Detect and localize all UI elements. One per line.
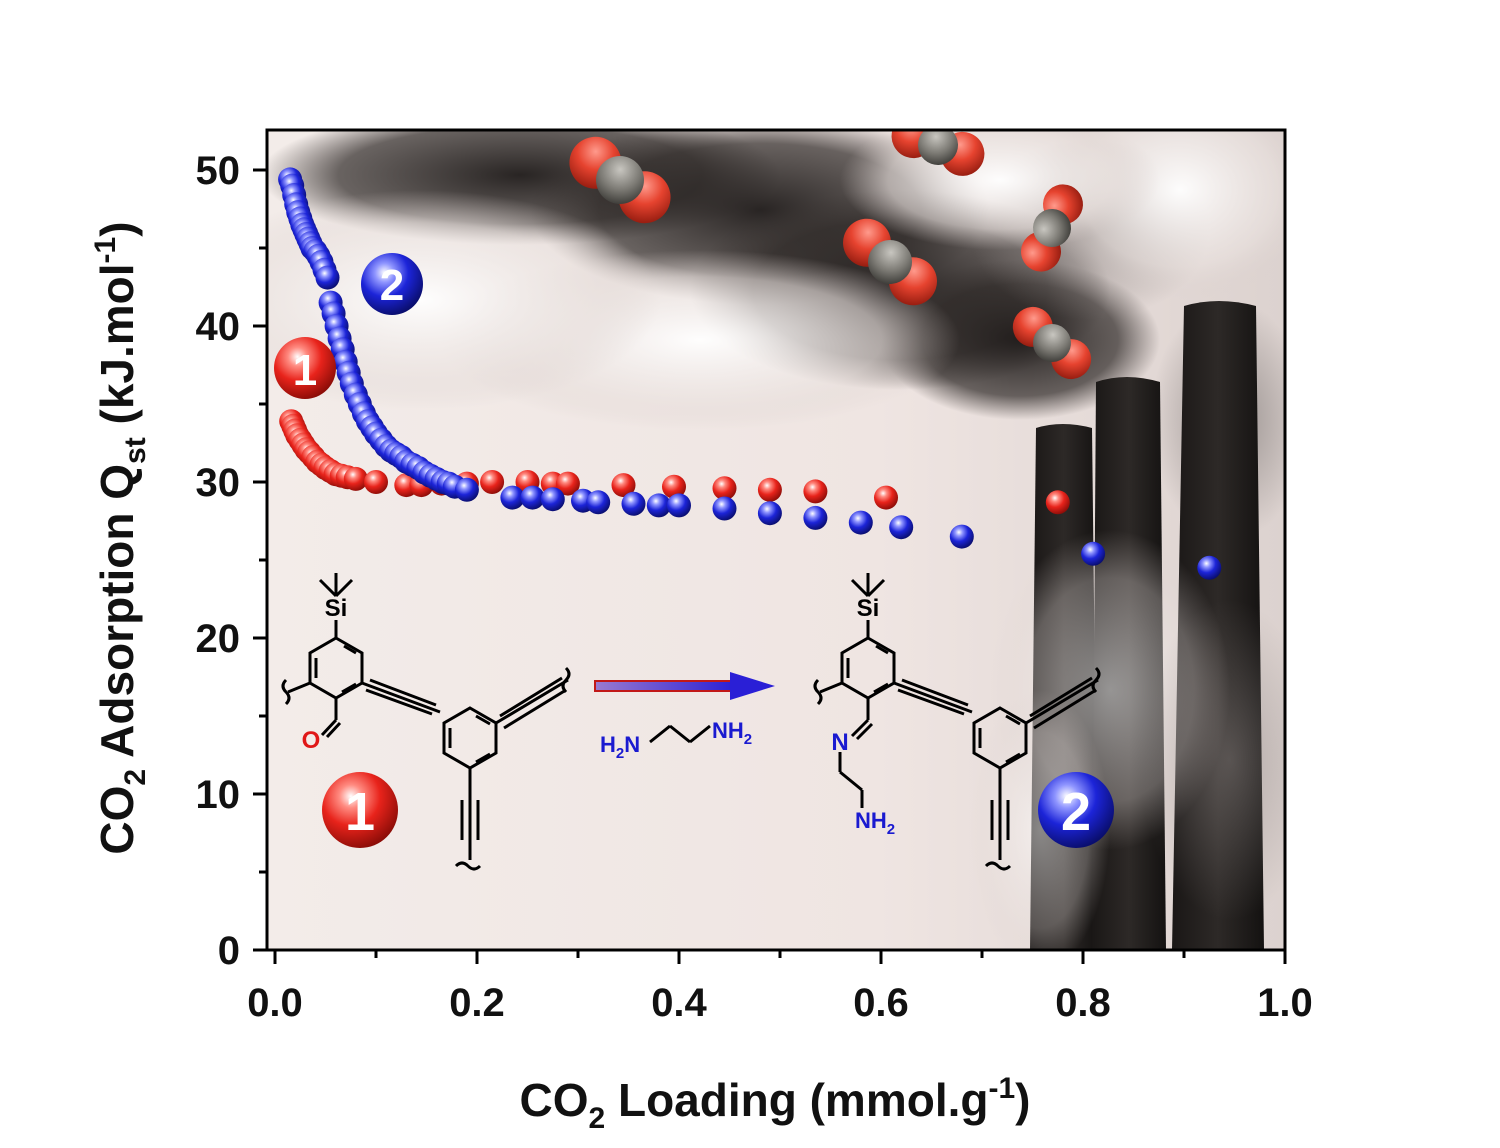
structure-aldehyde-polymer bbox=[281, 573, 571, 871]
si-label: Si bbox=[325, 595, 348, 622]
series-2-point bbox=[621, 491, 646, 516]
x-tick-label: 0.4 bbox=[651, 981, 707, 1025]
series-2-point bbox=[712, 496, 737, 521]
x-tick-label: 1.0 bbox=[1257, 981, 1313, 1025]
series-2-point bbox=[315, 265, 340, 290]
series-1-point bbox=[555, 471, 580, 496]
series-2-point bbox=[848, 510, 873, 535]
axis-ticks bbox=[253, 168, 1287, 964]
co2-molecule-icon bbox=[569, 136, 671, 224]
y-tick-label: 50 bbox=[196, 149, 241, 193]
svg-text:1: 1 bbox=[293, 346, 317, 395]
series-2-point bbox=[646, 493, 671, 518]
series-2-point bbox=[454, 477, 479, 502]
series-2-point bbox=[1197, 555, 1222, 580]
amine-label: NH2 bbox=[855, 808, 895, 838]
nitrogen-label: N bbox=[831, 729, 848, 756]
x-tick-label: 0.6 bbox=[853, 981, 909, 1025]
series-2-point bbox=[540, 487, 565, 512]
y-axis-label: CO2 Adsorption Qst (kJ.mol-1) bbox=[89, 221, 152, 854]
series-2-point bbox=[803, 505, 828, 530]
x-tick-labels: 0.0 0.2 0.4 0.6 0.8 1.0 bbox=[247, 981, 1313, 1025]
x-tick-label: 0.8 bbox=[1055, 981, 1111, 1025]
compound-1-badge: 1 bbox=[322, 772, 398, 848]
series-2-badge: 2 bbox=[361, 253, 423, 315]
series-1-point bbox=[480, 470, 505, 494]
co2-molecule-icon bbox=[1012, 306, 1092, 380]
series-2-point bbox=[667, 493, 691, 518]
co2-molecule-icon bbox=[843, 218, 937, 306]
series-1-point bbox=[803, 479, 828, 504]
series-1-point bbox=[611, 473, 636, 498]
series-2-point bbox=[889, 515, 914, 540]
oxygen-label: O bbox=[302, 727, 321, 754]
reaction-arrow bbox=[594, 672, 775, 700]
si-label: Si bbox=[857, 595, 880, 622]
y-tick-label: 10 bbox=[196, 773, 241, 817]
background-photo bbox=[267, 130, 1285, 950]
series-2-point bbox=[500, 485, 525, 510]
svg-text:2: 2 bbox=[380, 261, 404, 310]
svg-text:1: 1 bbox=[345, 782, 375, 842]
y-tick-label: 30 bbox=[196, 461, 241, 505]
reagent-ethylenediamine: H2N NH2 bbox=[600, 718, 752, 762]
series-2-point bbox=[520, 485, 545, 510]
co2-molecule-icon bbox=[891, 130, 985, 176]
series-1-badge: 1 bbox=[274, 337, 336, 399]
y-tick-label: 0 bbox=[218, 929, 240, 973]
series-1-point bbox=[343, 466, 368, 491]
series-2-point bbox=[757, 501, 782, 526]
series-2-point bbox=[586, 490, 611, 515]
series-1-point bbox=[874, 485, 898, 510]
data-markers bbox=[278, 167, 1222, 580]
svg-text:2: 2 bbox=[1061, 782, 1091, 842]
y-tick-labels: 0 10 20 30 40 50 bbox=[196, 149, 241, 973]
co2-molecule-icon bbox=[1021, 184, 1083, 272]
svg-text:NH2: NH2 bbox=[712, 718, 752, 748]
series-1-point bbox=[364, 470, 388, 494]
series-1-point bbox=[712, 476, 737, 501]
plot-frame bbox=[265, 128, 1287, 952]
series-1-point bbox=[757, 477, 782, 502]
x-tick-label: 0.0 bbox=[247, 981, 303, 1025]
x-axis-label: CO2 Loading (mmol.g-1) bbox=[520, 1072, 1031, 1135]
series-2-point bbox=[1081, 541, 1106, 566]
y-tick-label: 40 bbox=[196, 305, 241, 349]
y-tick-label: 20 bbox=[196, 617, 241, 661]
series-1-point bbox=[1045, 490, 1070, 515]
series-1-point bbox=[662, 474, 686, 499]
structure-imine-polymer bbox=[813, 573, 1101, 871]
svg-text:H2N: H2N bbox=[600, 732, 640, 762]
x-tick-label: 0.2 bbox=[449, 981, 505, 1025]
series-2-point bbox=[949, 524, 974, 549]
compound-2-badge: 2 bbox=[1038, 772, 1114, 848]
